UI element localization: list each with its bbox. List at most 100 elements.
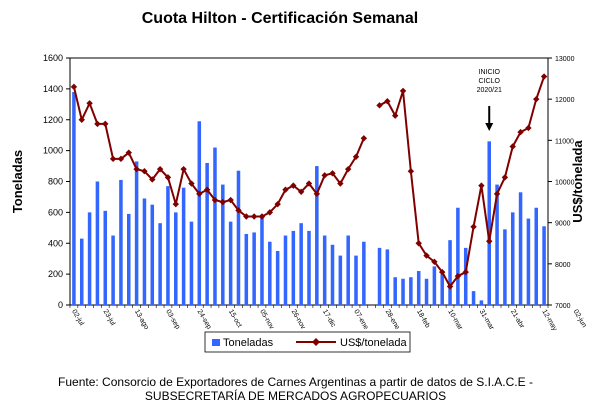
legend-swatch-toneladas <box>212 339 220 346</box>
price-point <box>219 198 227 206</box>
price-point <box>431 258 438 265</box>
y2-tick-label: 7000 <box>555 303 571 310</box>
y2-tick-label: 11000 <box>555 138 574 145</box>
price-line-segment <box>72 86 365 218</box>
x-tick-label: 23-jul <box>102 309 117 328</box>
x-tick-label: 03-sep <box>164 309 181 331</box>
y-axis-label: Toneladas <box>10 150 25 213</box>
price-point <box>109 155 117 163</box>
bar <box>542 226 546 305</box>
y-tick-label: 400 <box>48 238 63 248</box>
bar <box>409 277 413 305</box>
bar <box>275 250 280 305</box>
y2-tick-label: 8000 <box>555 262 571 269</box>
price-point <box>313 190 321 198</box>
bar <box>362 241 366 305</box>
price-point <box>344 165 352 173</box>
y2-axis-label: US$/tonelada <box>570 140 585 223</box>
annotation-text: INICIO <box>479 69 501 76</box>
y-tick-label: 1000 <box>43 146 63 156</box>
price-point <box>509 143 516 150</box>
price-point <box>462 268 469 276</box>
bar <box>127 213 131 305</box>
x-tick-label: 10-mar <box>446 309 463 332</box>
price-point <box>384 98 391 105</box>
price-point <box>156 165 164 173</box>
bar <box>166 186 170 305</box>
footer-agency: SUBSECRETARÍA DE MERCADOS AGROPECUARIOS <box>144 389 447 403</box>
bar <box>268 241 272 305</box>
price-point <box>360 135 368 142</box>
bar <box>448 240 452 305</box>
price-point <box>141 168 148 175</box>
price-point <box>337 180 344 187</box>
bar <box>103 210 108 305</box>
price-point <box>297 188 305 195</box>
price-point <box>172 200 179 208</box>
x-tick-label: 02-jun <box>572 309 588 329</box>
bar <box>346 235 350 305</box>
annotation-text: 2020/21 <box>477 87 502 94</box>
bar <box>291 230 296 305</box>
x-tick-label: 15-oct <box>227 309 243 329</box>
price-point <box>517 128 524 136</box>
price-point <box>446 283 454 290</box>
price-point <box>274 200 281 208</box>
price-point <box>250 213 258 220</box>
bar <box>189 221 194 305</box>
price-point <box>258 213 266 220</box>
price-point <box>423 252 430 259</box>
bar <box>236 170 241 305</box>
bar <box>510 212 515 305</box>
y-tick-label: 200 <box>48 269 63 279</box>
x-tick-label: 12-may <box>540 309 558 333</box>
price-point <box>188 180 195 187</box>
bar <box>221 184 225 305</box>
price-point <box>329 170 336 177</box>
y-tick-label: 800 <box>48 177 63 187</box>
price-point <box>321 172 328 179</box>
price-point <box>399 87 407 95</box>
bar <box>283 235 288 305</box>
price-point <box>282 186 289 193</box>
bar <box>134 161 139 305</box>
y-tick-label: 1200 <box>43 115 63 125</box>
bar <box>119 179 123 305</box>
bar <box>526 218 531 305</box>
price-point <box>454 272 462 280</box>
bar <box>322 235 327 305</box>
bar <box>315 166 319 305</box>
annotation-arrow-head <box>485 123 494 131</box>
bar <box>244 233 249 305</box>
bar <box>307 230 311 305</box>
price-point <box>415 240 422 247</box>
bar <box>401 278 405 305</box>
bar <box>471 291 476 305</box>
y-tick-label: 1600 <box>43 53 63 63</box>
price-point <box>125 149 132 156</box>
bar <box>213 147 217 305</box>
bar <box>338 255 343 305</box>
price-point <box>478 182 485 189</box>
x-tick-label: 26-nov <box>290 309 307 331</box>
price-line-segment <box>379 76 546 289</box>
price-point <box>70 83 78 91</box>
bar <box>260 215 264 305</box>
bar <box>95 181 100 305</box>
bar <box>385 249 390 305</box>
price-point <box>211 196 219 204</box>
bar <box>87 212 92 305</box>
chart-title: Cuota Hilton - Certificación Semanal <box>141 10 419 27</box>
bar <box>432 266 437 305</box>
bar <box>72 91 76 306</box>
price-point <box>493 190 501 198</box>
bar <box>495 184 499 305</box>
price-point <box>407 168 415 175</box>
bar <box>197 121 202 305</box>
x-tick-label: 21-abr <box>509 309 526 331</box>
bar <box>487 141 491 305</box>
bar <box>416 271 421 305</box>
annotation-text: CICLO <box>479 78 501 85</box>
bar <box>299 223 303 305</box>
y2-tick-label: 10000 <box>555 180 575 187</box>
